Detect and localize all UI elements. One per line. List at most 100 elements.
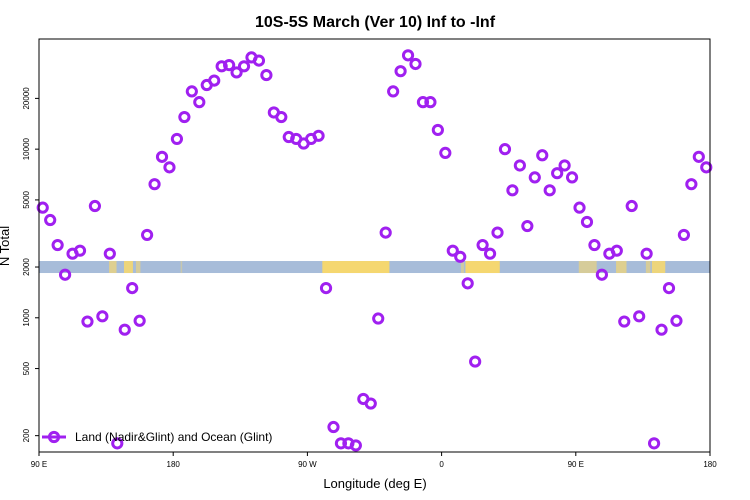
- data-point: [170, 132, 184, 146]
- y-tick-label: 1000: [22, 308, 31, 326]
- data-point: [133, 314, 146, 327]
- y-tick-label: 200: [22, 428, 31, 442]
- data-point: [558, 159, 571, 172]
- data-point: [640, 247, 653, 260]
- data-point: [379, 226, 392, 239]
- legend-marker-swatch: [47, 430, 61, 444]
- data-point: [275, 110, 288, 124]
- data-point: [349, 439, 362, 452]
- legend-entry: Land (Nadir&Glint) and Ocean (Glint): [75, 430, 272, 444]
- data-point: [655, 323, 668, 336]
- data-point: [580, 215, 594, 229]
- x-tick-label: 180: [703, 460, 717, 469]
- x-tick-label: 0: [439, 460, 444, 469]
- data-point: [126, 281, 139, 295]
- data-point: [618, 315, 631, 328]
- legend: Land (Nadir&Glint) and Ocean (Glint): [42, 430, 272, 444]
- data-point: [498, 143, 512, 156]
- land-segment: [135, 261, 141, 274]
- data-point: [439, 146, 452, 160]
- data-point: [118, 323, 131, 336]
- data-point: [178, 110, 191, 124]
- data-point: [44, 213, 57, 227]
- y-tick-label: 2000: [22, 258, 31, 276]
- data-point: [237, 60, 251, 73]
- data-point: [692, 150, 705, 163]
- data-point: [469, 355, 482, 368]
- axis-ticks: 90 E 180 90 W 0 90 E 180 200 500 1000 2000 5000 100…: [22, 87, 717, 469]
- data-point: [446, 244, 459, 257]
- data-point: [521, 219, 534, 233]
- data-point: [677, 228, 691, 242]
- land-segment: [322, 261, 390, 274]
- data-point: [409, 57, 422, 71]
- data-point: [528, 171, 541, 184]
- data-point: [513, 159, 526, 172]
- ocean-land-band: [39, 261, 710, 274]
- data-point: [364, 397, 377, 410]
- data-point: [51, 238, 64, 252]
- land-segment: [616, 261, 627, 274]
- data-point: [252, 54, 266, 67]
- data-point: [141, 228, 154, 242]
- data-point: [401, 49, 415, 62]
- data-point: [662, 281, 676, 295]
- data-point: [312, 129, 325, 142]
- land-segment: [465, 261, 500, 274]
- data-point: [230, 66, 243, 79]
- x-axis-label: Longitude (deg E): [323, 476, 426, 491]
- data-points: [36, 49, 713, 452]
- y-tick-label: 20000: [22, 87, 31, 110]
- x-tick-label: 90 E: [31, 460, 47, 469]
- data-point: [185, 85, 198, 98]
- data-point: [416, 96, 430, 109]
- data-point: [670, 314, 683, 327]
- x-tick-label: 180: [167, 460, 181, 469]
- data-point: [685, 178, 698, 191]
- data-point: [536, 149, 549, 162]
- data-point: [483, 247, 497, 260]
- data-point: [633, 310, 646, 323]
- data-point: [565, 171, 579, 184]
- land-segment: [645, 261, 651, 274]
- data-point: [36, 201, 49, 214]
- data-point: [610, 244, 623, 257]
- data-point: [424, 96, 437, 109]
- y-tick-label: 10000: [22, 137, 31, 160]
- data-point: [73, 244, 87, 257]
- data-point: [103, 247, 116, 260]
- land-segment: [180, 261, 183, 274]
- data-point: [588, 238, 601, 252]
- data-point: [551, 167, 564, 180]
- data-point: [454, 250, 467, 263]
- x-tick-label: 90 W: [298, 460, 317, 469]
- data-point: [543, 184, 556, 197]
- data-point: [215, 60, 228, 73]
- data-point: [163, 161, 176, 174]
- land-segment: [123, 261, 133, 274]
- data-point: [155, 150, 169, 163]
- data-point: [625, 199, 638, 213]
- data-point: [208, 74, 221, 87]
- y-tick-label: 5000: [22, 190, 31, 208]
- data-point: [387, 85, 400, 98]
- land-segment: [460, 261, 464, 274]
- data-point: [595, 268, 608, 281]
- plot-frame: [38, 38, 711, 453]
- land-segment: [109, 261, 117, 274]
- data-point: [700, 161, 713, 174]
- data-point: [81, 315, 94, 328]
- data-point: [461, 277, 474, 290]
- data-point: [58, 268, 72, 281]
- data-point: [193, 96, 206, 109]
- land-segment: [651, 261, 666, 274]
- x-tick-label: 90 E: [568, 460, 584, 469]
- data-point: [372, 312, 385, 325]
- data-point: [647, 437, 661, 450]
- data-point: [491, 226, 504, 239]
- chart-title: 10S-5S March (Ver 10) Inf to -Inf: [255, 14, 496, 31]
- data-point: [148, 178, 161, 191]
- data-point: [394, 65, 407, 78]
- data-point: [96, 310, 109, 323]
